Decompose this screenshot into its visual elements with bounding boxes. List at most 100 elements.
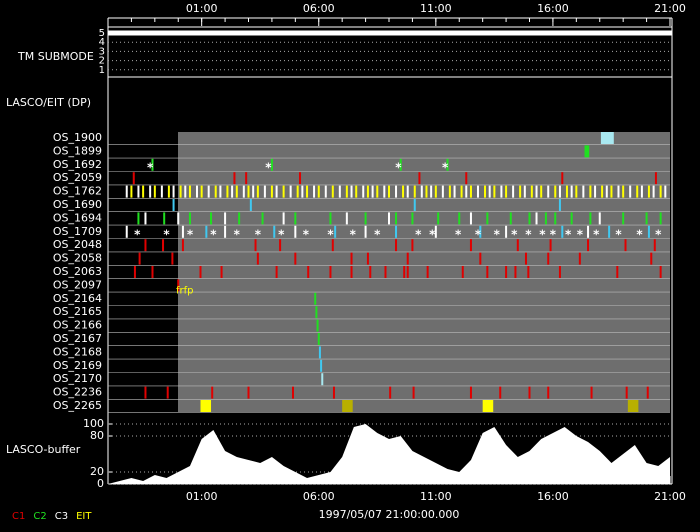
event-tick: [476, 185, 479, 198]
event-tick: [144, 212, 147, 225]
event-tick: [561, 225, 564, 238]
event-tick: [144, 239, 147, 252]
event-tick: [321, 373, 324, 386]
row-label: OS_1694: [53, 211, 102, 224]
star: *: [565, 227, 572, 241]
event-tick: [426, 266, 429, 278]
event-tick: [294, 252, 297, 265]
event-tick: [238, 212, 241, 225]
event-tick: [294, 225, 297, 238]
legend-entry: EIT: [76, 511, 92, 522]
event-tick: [306, 185, 309, 198]
star: *: [327, 227, 334, 241]
event-tick: [411, 239, 414, 252]
event-tick: [659, 185, 662, 198]
event-tick: [395, 212, 398, 225]
row-label: OS_2059: [53, 171, 102, 184]
event-tick: [199, 266, 202, 278]
row-label: OS_1709: [53, 225, 102, 238]
top-tick-label: 16:00: [537, 2, 569, 15]
event-tick: [364, 225, 367, 238]
event-tick: [320, 359, 323, 372]
event-tick: [547, 386, 550, 399]
row-label: OS_2170: [53, 372, 102, 385]
star: *: [455, 227, 462, 241]
event-tick: [181, 239, 184, 252]
star: *: [475, 227, 482, 241]
event-tick: [625, 386, 628, 399]
event-tick: [137, 185, 140, 198]
star: *: [577, 227, 584, 241]
event-tick: [446, 158, 449, 171]
event-tick: [384, 266, 387, 278]
event-tick: [395, 239, 398, 252]
event-tick: [488, 185, 491, 198]
event-tick: [434, 225, 437, 238]
event-tick: [188, 212, 191, 225]
event-tick: [610, 185, 613, 198]
event-tick: [558, 199, 561, 211]
event-tick: [177, 212, 180, 225]
event-tick: [220, 266, 223, 278]
event-tick: [406, 252, 409, 265]
event-tick: [315, 306, 318, 319]
event-tick: [289, 185, 292, 198]
event-tick: [465, 185, 468, 198]
event-tick: [329, 212, 332, 225]
event-tick: [355, 185, 358, 198]
event-tick: [350, 252, 353, 265]
event-tick: [383, 185, 386, 198]
event-tick: [411, 212, 414, 225]
event-tick: [362, 185, 365, 198]
tm-level: 3: [99, 46, 105, 57]
event-tick: [558, 185, 561, 198]
event-tick: [350, 185, 353, 198]
event-tick: [412, 386, 415, 399]
star: *: [395, 160, 402, 174]
event-tick: [524, 252, 527, 265]
event-tick: [598, 212, 601, 225]
top-tick-label: 21:00: [654, 2, 686, 15]
event-tick: [460, 185, 463, 198]
event-tick: [486, 212, 489, 225]
event-tick: [486, 266, 489, 278]
event-tick: [659, 212, 662, 225]
star: *: [163, 227, 170, 241]
event-tick: [151, 158, 154, 171]
event-tick: [589, 185, 592, 198]
row-label: OS_1692: [53, 158, 102, 171]
event-tick: [650, 252, 653, 265]
row-label: OS_2048: [53, 238, 102, 251]
event-tick: [519, 185, 522, 198]
event-tick: [646, 386, 649, 399]
row-label: OS_2165: [53, 305, 102, 318]
event-tick: [366, 185, 369, 198]
event-tick: [616, 266, 619, 278]
event-tick: [561, 172, 564, 185]
row-label: OS_2167: [53, 332, 102, 345]
event-tick: [505, 266, 508, 278]
event-tick: [403, 266, 406, 278]
event-tick: [256, 252, 259, 265]
event-tick: [364, 212, 367, 225]
event-tick: [205, 225, 208, 238]
event-tick: [317, 333, 320, 345]
top-tick-label: 06:00: [303, 2, 335, 15]
event-tick: [275, 185, 278, 198]
legend-entry: C3: [55, 511, 68, 522]
event-tick: [547, 185, 550, 198]
event-tick: [263, 185, 266, 198]
event-tick: [282, 185, 285, 198]
event-tick: [469, 386, 472, 399]
event-tick: [270, 185, 273, 198]
row-label: OS_2166: [53, 319, 102, 332]
event-tick: [366, 252, 369, 265]
event-tick: [458, 212, 461, 225]
block: [627, 400, 639, 412]
event-tick: [547, 252, 550, 265]
event-tick: [296, 185, 299, 198]
tm-panel: [107, 26, 673, 78]
event-tick: [252, 185, 255, 198]
event-tick: [549, 239, 552, 252]
star: *: [147, 160, 154, 174]
